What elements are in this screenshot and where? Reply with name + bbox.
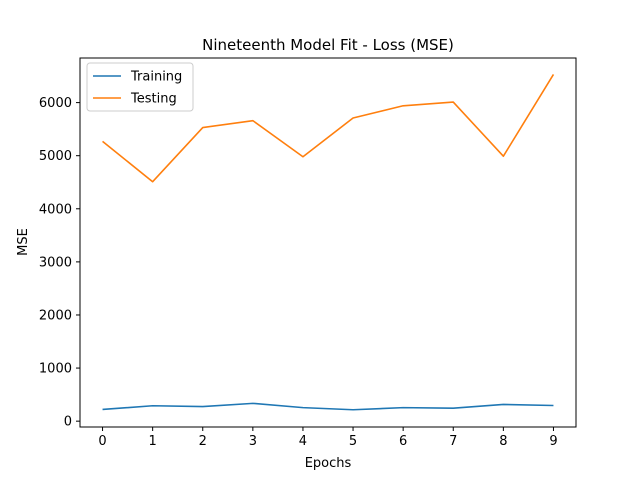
y-tick-label: 2000 — [39, 308, 72, 323]
x-tick-label: 3 — [249, 434, 257, 449]
x-axis-label: Epochs — [305, 456, 352, 471]
legend-label-testing: Testing — [130, 92, 177, 107]
x-tick-label: 6 — [399, 434, 407, 449]
x-tick-label: 0 — [98, 434, 106, 449]
y-tick-label: 4000 — [39, 202, 72, 217]
x-tick-label: 8 — [499, 434, 507, 449]
y-axis-label: MSE — [16, 228, 31, 256]
x-tick-label: 1 — [149, 434, 157, 449]
x-tick-label: 5 — [349, 434, 357, 449]
y-axis-ticks: 0 1000 2000 3000 4000 5000 6000 — [39, 96, 80, 430]
chart-title: Nineteenth Model Fit - Loss (MSE) — [202, 36, 454, 54]
y-tick-label: 6000 — [39, 96, 72, 111]
y-tick-label: 3000 — [39, 255, 72, 270]
x-tick-label: 4 — [299, 434, 307, 449]
y-tick-label: 1000 — [39, 362, 72, 377]
y-tick-label: 5000 — [39, 149, 72, 164]
legend: Training Testing — [86, 62, 194, 112]
series-lines — [102, 74, 555, 411]
x-tick-label: 2 — [199, 434, 207, 449]
y-tick-label: 0 — [64, 415, 72, 430]
legend-box — [86, 62, 194, 112]
x-axis-ticks: 0 1 2 3 4 5 6 7 8 9 — [98, 427, 558, 449]
legend-label-training: Training — [130, 70, 182, 85]
axes-frame — [79, 57, 577, 428]
series-line-training — [102, 402, 554, 411]
series-line-testing — [102, 74, 555, 183]
x-tick-label: 9 — [549, 434, 557, 449]
x-tick-label: 7 — [449, 434, 457, 449]
plot-area — [79, 57, 577, 428]
